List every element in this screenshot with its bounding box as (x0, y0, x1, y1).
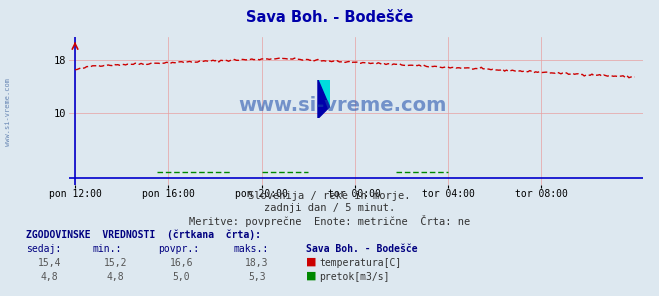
Polygon shape (318, 80, 330, 118)
Text: 18,3: 18,3 (245, 258, 269, 268)
Text: sedaj:: sedaj: (26, 244, 61, 254)
Polygon shape (318, 80, 330, 107)
Text: povpr.:: povpr.: (158, 244, 199, 254)
Text: 15,4: 15,4 (38, 258, 61, 268)
Text: Sava Boh. - Bodešče: Sava Boh. - Bodešče (246, 10, 413, 25)
Text: www.si-vreme.com: www.si-vreme.com (5, 78, 11, 147)
Text: ■: ■ (306, 271, 317, 281)
Text: 15,2: 15,2 (103, 258, 127, 268)
Text: 4,8: 4,8 (107, 272, 124, 282)
Text: Slovenija / reke in morje.: Slovenija / reke in morje. (248, 191, 411, 201)
Text: ■: ■ (306, 257, 317, 267)
Text: temperatura[C]: temperatura[C] (320, 258, 402, 268)
Text: 4,8: 4,8 (41, 272, 58, 282)
Text: zadnji dan / 5 minut.: zadnji dan / 5 minut. (264, 203, 395, 213)
Text: Sava Boh. - Bodešče: Sava Boh. - Bodešče (306, 244, 418, 254)
Text: maks.:: maks.: (234, 244, 269, 254)
Text: www.si-vreme.com: www.si-vreme.com (239, 96, 447, 115)
Text: pretok[m3/s]: pretok[m3/s] (320, 272, 390, 282)
Text: 5,0: 5,0 (173, 272, 190, 282)
Text: Meritve: povprečne  Enote: metrične  Črta: ne: Meritve: povprečne Enote: metrične Črta:… (189, 215, 470, 227)
Text: 5,3: 5,3 (248, 272, 266, 282)
Text: ZGODOVINSKE  VREDNOSTI  (črtkana  črta):: ZGODOVINSKE VREDNOSTI (črtkana črta): (26, 229, 262, 240)
Text: min.:: min.: (92, 244, 122, 254)
Text: 16,6: 16,6 (169, 258, 193, 268)
